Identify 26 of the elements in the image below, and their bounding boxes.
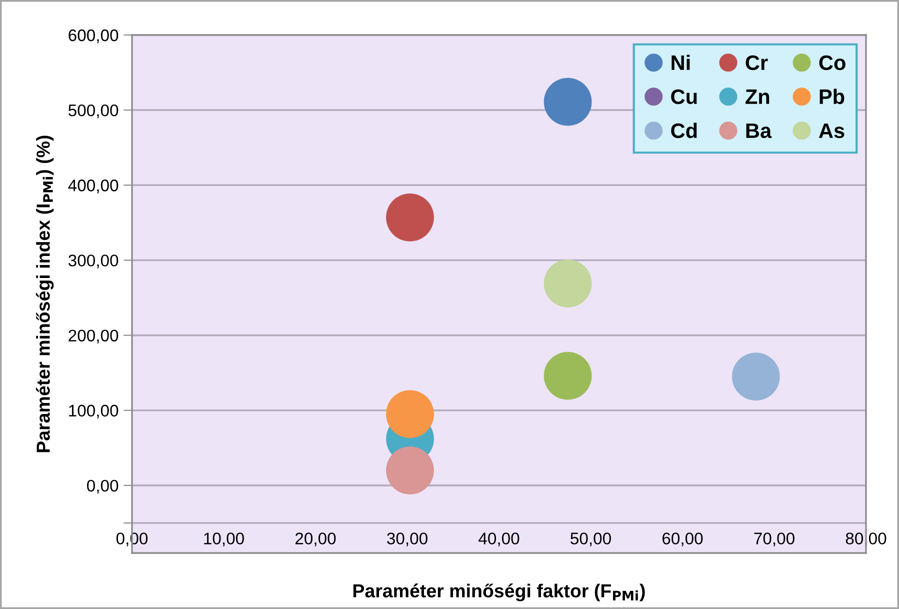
legend-label: Co	[819, 55, 846, 70]
y-tick-label: 500,00	[68, 104, 118, 118]
legend-label: Pb	[820, 88, 844, 104]
y-tick-label: 0,00	[87, 480, 118, 494]
legend-label: Cd	[671, 122, 697, 138]
y-tick-label: 300,00	[68, 254, 118, 268]
legend-label: Cr	[746, 55, 768, 70]
x-axis-title: Paraméter minőségi faktor (F$_{PMi}$)	[353, 584, 645, 602]
x-tick-label: 80,00	[846, 532, 886, 546]
y-tick-label: 200,00	[68, 330, 118, 344]
x-tick-label: 70,00	[754, 532, 794, 546]
legend-label: As	[818, 124, 844, 138]
y-tick-label: 100,00	[69, 404, 118, 419]
legend-label: Cu	[671, 89, 697, 104]
y-tick-label: 400,00	[68, 180, 118, 194]
legend-label: Ba	[746, 124, 772, 138]
x-tick-label: 40,00	[478, 532, 520, 546]
y-tick-label: 600,00	[68, 29, 118, 44]
x-tick-label: 10,00	[204, 532, 244, 546]
legend-label: Zn	[746, 90, 770, 104]
x-tick-label: 50,00	[570, 532, 611, 546]
y-axis-title: Paraméter minőségi index (I$_{PMi}$) (%)	[36, 136, 54, 452]
x-tick-label: 30,00	[387, 532, 428, 546]
x-tick-label: 20,00	[295, 532, 336, 546]
x-tick-label: 60,00	[662, 532, 703, 546]
legend-label: Ni	[672, 54, 690, 70]
